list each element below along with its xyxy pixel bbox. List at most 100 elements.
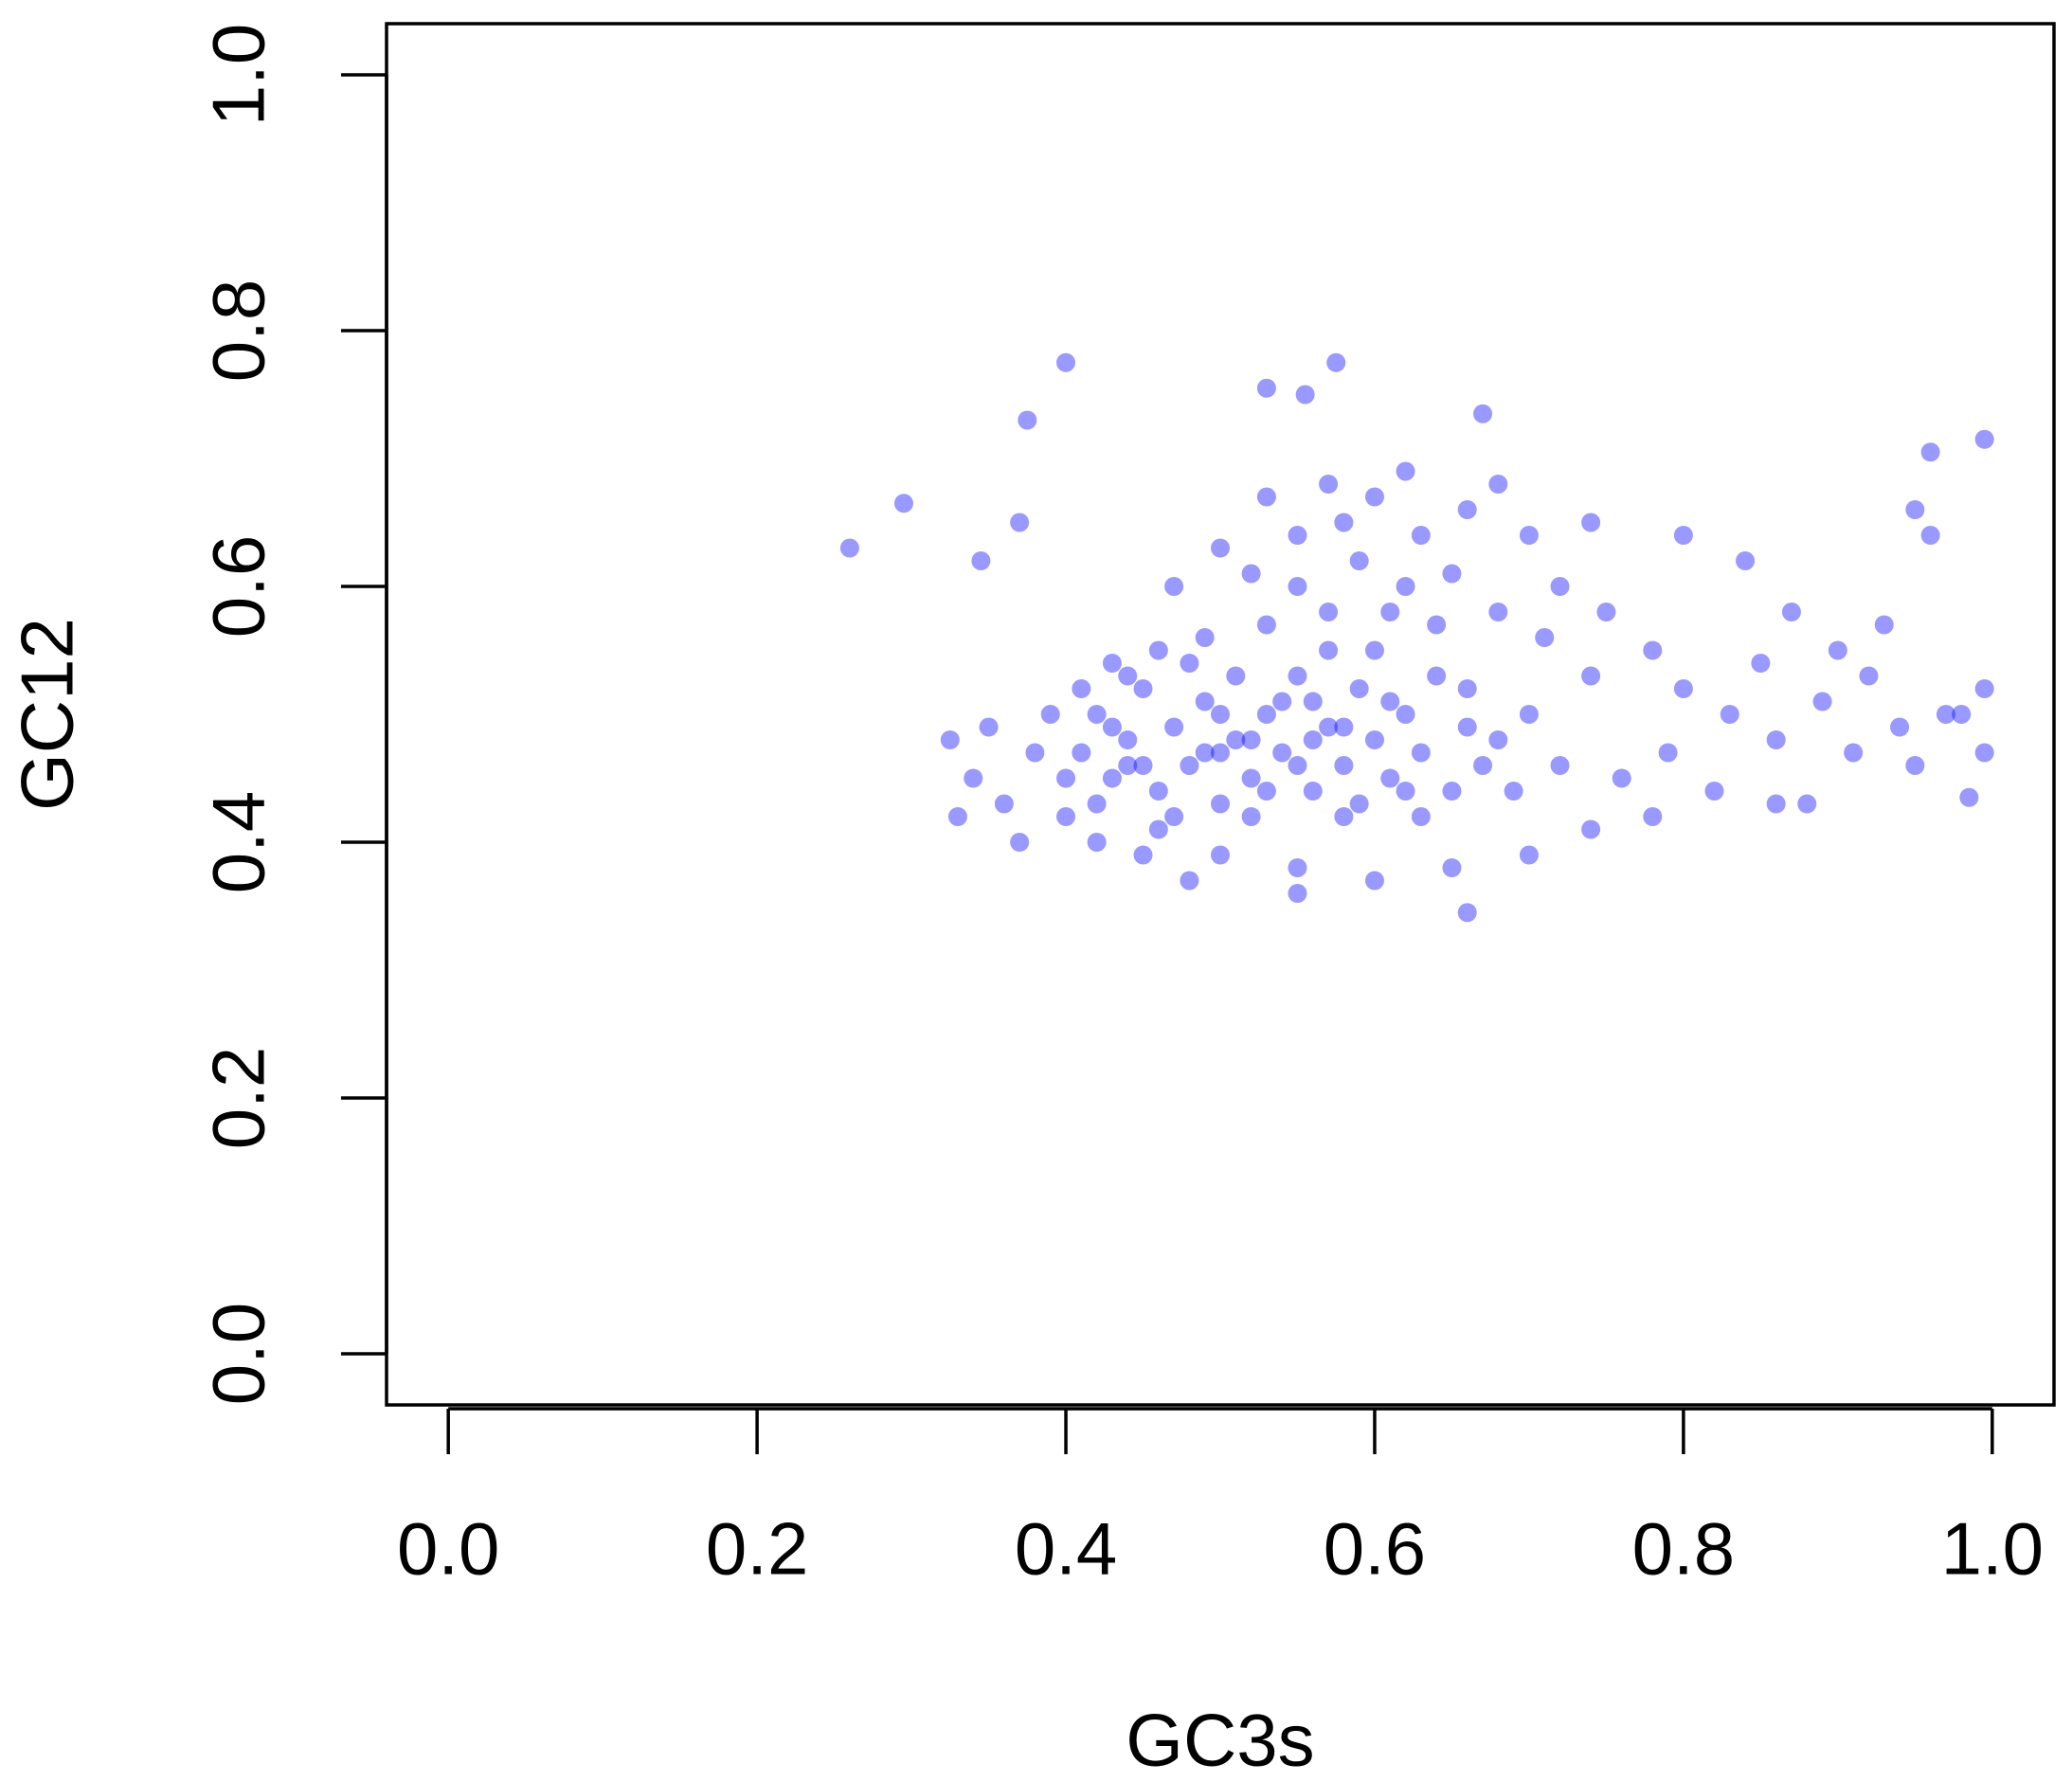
point: [1056, 768, 1076, 788]
point: [893, 494, 913, 513]
point: [1241, 730, 1261, 749]
y-axis-title: GC12: [6, 618, 89, 811]
point: [1164, 577, 1184, 596]
point: [1411, 526, 1431, 545]
x-tick-label: 1.0: [1941, 1507, 2044, 1591]
point: [1180, 756, 1199, 775]
point: [1303, 782, 1323, 801]
point: [1488, 730, 1508, 749]
point: [1025, 743, 1045, 763]
point: [1766, 794, 1786, 814]
point: [1226, 730, 1246, 749]
point: [1087, 794, 1107, 814]
point: [1334, 717, 1354, 737]
point: [1102, 717, 1122, 737]
point: [1473, 756, 1493, 775]
point: [1766, 730, 1786, 749]
point: [1828, 640, 1847, 660]
y-tick-label: 0.0: [197, 1303, 280, 1405]
point: [1781, 603, 1801, 621]
point: [1303, 730, 1323, 749]
point: [1195, 743, 1215, 763]
point: [1164, 717, 1184, 737]
point: [1396, 705, 1415, 724]
point: [1334, 807, 1354, 826]
point: [1457, 717, 1477, 737]
point: [1072, 743, 1091, 763]
x-tick-label: 0.8: [1632, 1507, 1735, 1591]
point: [1612, 768, 1631, 788]
point: [1550, 756, 1570, 775]
point: [1874, 615, 1894, 635]
point: [1643, 807, 1663, 826]
point: [1396, 577, 1415, 596]
y-tick-label: 0.4: [197, 791, 280, 893]
point: [971, 551, 991, 570]
x-tick-label: 0.4: [1015, 1507, 1117, 1591]
y-tick-label: 0.8: [197, 279, 280, 382]
point: [1974, 429, 1994, 449]
point: [1581, 819, 1601, 839]
point: [1427, 666, 1447, 686]
y-tick-label: 0.2: [197, 1047, 280, 1149]
point: [1959, 787, 1979, 807]
point: [1720, 705, 1739, 724]
point: [1457, 500, 1477, 519]
point: [1010, 513, 1030, 532]
point: [1380, 768, 1400, 788]
point: [1751, 654, 1771, 673]
point: [1295, 385, 1315, 405]
point: [1211, 705, 1230, 724]
point: [1519, 705, 1539, 724]
point: [1643, 640, 1663, 660]
point: [1326, 352, 1346, 372]
point: [1256, 782, 1276, 801]
point: [1844, 743, 1864, 763]
point: [1952, 705, 1972, 724]
point: [1211, 845, 1230, 865]
point: [1133, 845, 1153, 865]
point: [1364, 730, 1384, 749]
point: [1148, 640, 1168, 660]
point: [1288, 577, 1307, 596]
point: [1364, 871, 1384, 891]
point: [1797, 794, 1817, 814]
point: [1411, 743, 1431, 763]
point: [1457, 903, 1477, 923]
point: [1427, 615, 1447, 635]
point: [1256, 378, 1276, 398]
point: [1704, 782, 1724, 801]
point: [1256, 705, 1276, 724]
point: [1180, 654, 1199, 673]
y-tick-label: 1.0: [197, 24, 280, 126]
point: [1010, 833, 1030, 852]
point: [1920, 442, 1940, 462]
point: [1581, 666, 1601, 686]
point: [1550, 577, 1570, 596]
point: [1087, 833, 1107, 852]
point: [1133, 679, 1153, 698]
point: [1118, 756, 1138, 775]
point: [1211, 538, 1230, 558]
point: [1442, 782, 1462, 801]
point: [1211, 743, 1230, 763]
x-tick-label: 0.6: [1324, 1507, 1426, 1591]
point: [1241, 564, 1261, 584]
point: [1535, 628, 1555, 647]
point: [1504, 782, 1523, 801]
point: [1488, 475, 1508, 494]
point: [1364, 487, 1384, 507]
point: [1974, 743, 1994, 763]
point: [1658, 743, 1678, 763]
point: [940, 730, 960, 749]
point: [1180, 871, 1199, 891]
point: [1334, 756, 1354, 775]
point: [1211, 794, 1230, 814]
point: [1890, 717, 1910, 737]
point: [1905, 756, 1925, 775]
point: [1319, 475, 1339, 494]
point: [1288, 858, 1307, 877]
point: [1519, 526, 1539, 545]
